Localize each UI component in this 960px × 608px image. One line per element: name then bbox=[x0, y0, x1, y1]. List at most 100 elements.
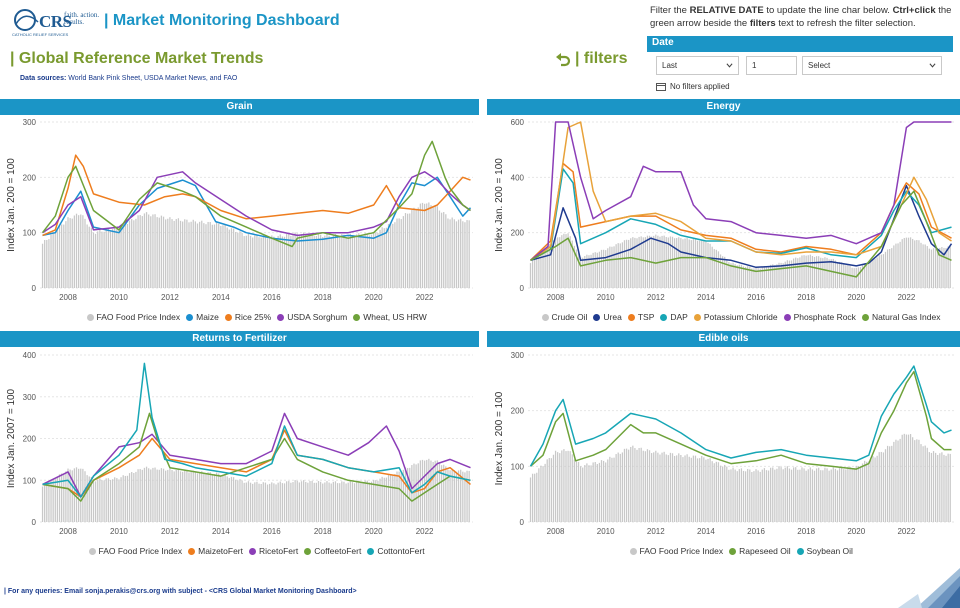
bar bbox=[209, 472, 211, 522]
bar bbox=[99, 229, 101, 288]
legend-item[interactable]: FAO Food Price Index bbox=[86, 312, 180, 322]
x-tick-label: 2020 bbox=[365, 293, 383, 302]
bar bbox=[324, 482, 326, 522]
bar bbox=[730, 469, 732, 522]
refresh-filters-button[interactable]: | filters bbox=[555, 50, 628, 68]
bar bbox=[776, 264, 778, 288]
bar bbox=[124, 224, 126, 288]
legend-item[interactable]: DAP bbox=[660, 312, 688, 322]
bar bbox=[421, 202, 424, 288]
bar bbox=[676, 455, 678, 522]
bar bbox=[845, 469, 847, 522]
bar bbox=[152, 214, 154, 288]
bar bbox=[899, 438, 901, 522]
legend-dot-icon bbox=[277, 313, 285, 321]
legend-item[interactable]: Urea bbox=[593, 312, 622, 322]
legend-item[interactable]: Rice 25% bbox=[224, 312, 271, 322]
bar bbox=[400, 219, 402, 288]
bar bbox=[763, 468, 766, 522]
grain-y-axis-label: Index Jan. 200 = 100 bbox=[6, 158, 17, 252]
bar bbox=[653, 452, 655, 522]
bar bbox=[807, 469, 809, 522]
sources-label: Data sources: bbox=[20, 75, 67, 82]
bar bbox=[870, 260, 872, 288]
bar bbox=[347, 235, 349, 288]
bar bbox=[550, 458, 553, 522]
chevron-down-icon bbox=[726, 63, 733, 68]
bar bbox=[577, 252, 580, 288]
bar bbox=[426, 459, 428, 522]
bar bbox=[298, 482, 301, 522]
relative-amount-input[interactable]: 1 bbox=[746, 56, 797, 75]
legend-item[interactable]: FAO Food Price Index bbox=[629, 546, 723, 556]
legend-item[interactable]: USDA Sorghum bbox=[277, 312, 347, 322]
bar bbox=[90, 227, 93, 288]
legend-item[interactable]: CottontoFert bbox=[367, 546, 425, 556]
undo-arrow-icon[interactable] bbox=[555, 51, 571, 67]
bar bbox=[69, 218, 71, 288]
bar bbox=[945, 247, 947, 288]
bar bbox=[288, 481, 290, 522]
bar bbox=[770, 264, 772, 288]
bar bbox=[292, 482, 294, 522]
bar bbox=[849, 265, 851, 288]
bar bbox=[196, 223, 199, 288]
bar bbox=[661, 235, 663, 288]
bar bbox=[820, 470, 822, 522]
legend-item[interactable]: Rapeseed Oil bbox=[729, 546, 791, 556]
bar bbox=[114, 226, 116, 288]
bar bbox=[832, 258, 834, 288]
bar bbox=[886, 445, 889, 522]
legend-item[interactable]: Phosphate Rock bbox=[783, 312, 856, 322]
legend-item[interactable]: MaizetoFert bbox=[188, 546, 243, 556]
legend-item[interactable]: FAO Food Price Index bbox=[88, 546, 182, 556]
bar bbox=[625, 239, 628, 288]
legend-item[interactable]: TSP bbox=[627, 312, 654, 322]
legend-item[interactable]: RicetoFert bbox=[249, 546, 298, 556]
bar bbox=[222, 225, 224, 288]
bar bbox=[58, 225, 61, 288]
legend-item[interactable]: Natural Gas Index bbox=[861, 312, 940, 322]
bar bbox=[803, 468, 805, 522]
bar bbox=[300, 481, 303, 522]
bar bbox=[707, 458, 709, 522]
bar bbox=[283, 483, 286, 522]
legend-item[interactable]: CoffeetoFert bbox=[304, 546, 361, 556]
bar bbox=[156, 217, 158, 288]
bar bbox=[914, 440, 916, 522]
legend-item[interactable]: Soybean Oil bbox=[796, 546, 853, 556]
bar bbox=[830, 469, 832, 522]
bar bbox=[759, 471, 761, 522]
legend-item[interactable]: Potassium Chloride bbox=[693, 312, 778, 322]
bar bbox=[332, 481, 334, 522]
bar bbox=[453, 219, 455, 288]
legend-item[interactable]: Maize bbox=[186, 312, 219, 322]
bar bbox=[611, 246, 613, 288]
bar bbox=[899, 241, 901, 288]
bar bbox=[673, 238, 676, 288]
legend-item[interactable]: Crude Oil bbox=[541, 312, 587, 322]
bar bbox=[876, 257, 878, 288]
bar bbox=[707, 242, 709, 288]
bar bbox=[150, 469, 152, 522]
bar bbox=[623, 240, 626, 288]
bar bbox=[120, 477, 122, 522]
relative-unit-value: Select bbox=[808, 61, 831, 70]
relative-unit-dropdown[interactable]: Select bbox=[802, 56, 942, 75]
bar bbox=[690, 457, 692, 522]
bar bbox=[924, 445, 926, 522]
bar bbox=[101, 480, 103, 522]
legend-item[interactable]: Wheat, US HRW bbox=[353, 312, 427, 322]
bar bbox=[264, 482, 267, 522]
bar bbox=[795, 257, 797, 288]
bar bbox=[370, 481, 373, 522]
bar bbox=[855, 465, 857, 522]
filters-label: | filters bbox=[575, 50, 628, 67]
relative-mode-dropdown[interactable]: Last bbox=[656, 56, 739, 75]
bar bbox=[262, 235, 264, 288]
y-tick-label: 400 bbox=[511, 173, 525, 182]
bar bbox=[542, 466, 544, 522]
legend-label: Rapeseed Oil bbox=[739, 546, 791, 556]
bar bbox=[694, 455, 697, 522]
bar bbox=[536, 472, 538, 522]
